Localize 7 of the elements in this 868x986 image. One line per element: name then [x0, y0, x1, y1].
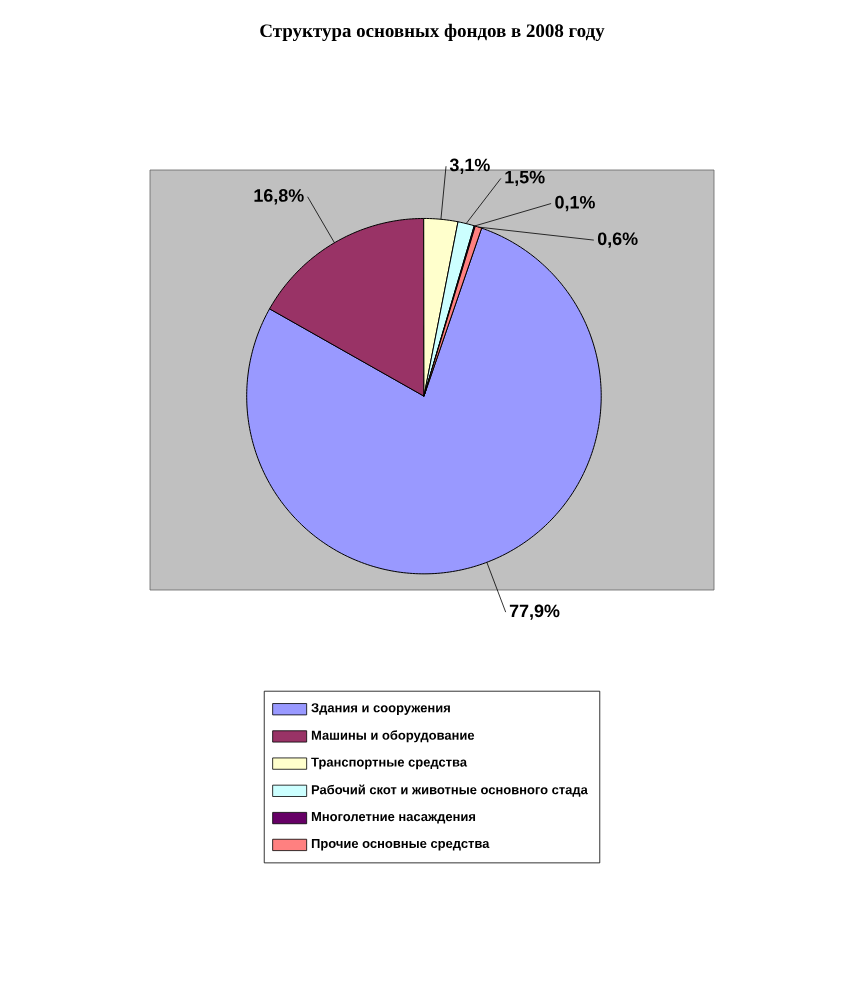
data-label: 1,5% [505, 170, 545, 187]
data-label: 77,9% [509, 604, 560, 620]
data-label: 16,8% [254, 189, 304, 205]
data-label: 0,1% [555, 195, 595, 212]
data-label: 3,1% [449, 158, 490, 174]
data-label: 0,6% [597, 232, 638, 248]
chart-title: Структура основных фондов в 2008 году [260, 23, 605, 42]
